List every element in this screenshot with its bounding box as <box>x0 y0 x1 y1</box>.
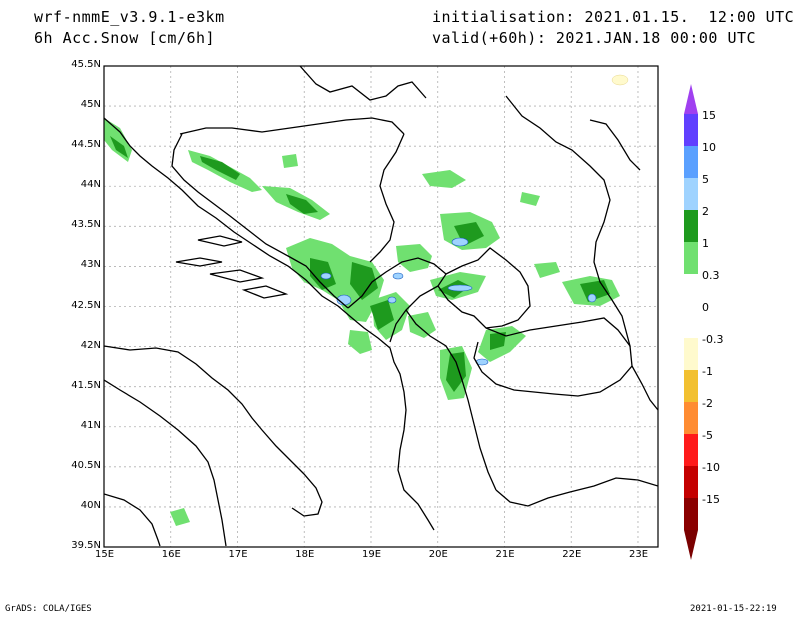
colorbar-segment <box>684 434 698 466</box>
lat-label: 41N <box>80 419 101 431</box>
colorbar-segment <box>684 306 698 338</box>
colorbar-segment <box>684 498 698 530</box>
colorbar-bottom-tip <box>684 530 698 560</box>
lat-label: 40.5N <box>71 459 101 471</box>
footer-right: 2021-01-15-22:19 <box>690 604 777 614</box>
colorbar-label: -0.3 <box>702 333 723 346</box>
lat-label: 43N <box>80 259 101 271</box>
lon-label: 16E <box>161 549 181 560</box>
colorbar: 15 10 5 2 1 0.3 0 -0.3 -1 -2 -5 -10 -15 <box>684 84 723 560</box>
colorbar-label: 10 <box>702 141 716 154</box>
lon-label: 21E <box>495 549 515 560</box>
variable-title: 6h Acc.Snow [cm/6h] <box>34 29 216 47</box>
model-title: wrf-nmmE_v3.9.1-e3km <box>34 8 225 26</box>
lat-label: 39.5N <box>71 540 101 551</box>
colorbar-segment <box>684 466 698 498</box>
snow-fields <box>104 74 629 526</box>
map-frame <box>103 65 659 548</box>
valid-time: valid(+60h): 2021.JAN.18 00:00 UTC <box>432 29 757 47</box>
colorbar-label: 0.3 <box>702 269 720 282</box>
colorbar-segment <box>684 146 698 178</box>
lon-label: 20E <box>428 549 448 560</box>
lon-label: 22E <box>562 549 582 560</box>
lat-label: 45N <box>80 99 101 111</box>
colorbar-label: 2 <box>702 205 709 218</box>
lat-label: 42.5N <box>71 299 101 311</box>
colorbar-label: 1 <box>702 237 709 250</box>
lat-label: 42N <box>80 339 101 351</box>
init-time: initialisation: 2021.01.15. 12:00 UTC <box>432 8 795 26</box>
lon-label: 15E <box>95 549 115 560</box>
lat-label: 44N <box>80 179 101 191</box>
coastlines-borders <box>104 66 658 547</box>
lat-label: 43.5N <box>71 219 101 231</box>
colorbar-segment <box>684 242 698 274</box>
lon-label: 18E <box>295 549 315 560</box>
colorbar-top-tip <box>684 84 698 114</box>
colorbar-label: -15 <box>702 493 720 506</box>
colorbar-segment <box>684 178 698 210</box>
lon-label: 17E <box>228 549 248 560</box>
lat-label: 44.5N <box>71 139 101 151</box>
colorbar-label: 5 <box>702 173 709 186</box>
colorbar-label: -1 <box>702 365 713 378</box>
lon-label: 23E <box>628 549 649 560</box>
colorbar-label: 15 <box>702 109 716 122</box>
colorbar-segment <box>684 210 698 242</box>
colorbar-label: 0 <box>702 301 709 314</box>
colorbar-segment <box>684 338 698 370</box>
lat-label: 41.5N <box>71 379 101 391</box>
lat-label: 40N <box>80 499 101 511</box>
colorbar-segment <box>684 370 698 402</box>
footer-left: GrADS: COLA/IGES <box>5 604 92 614</box>
lon-label: 19E <box>361 549 382 560</box>
colorbar-segment <box>684 402 698 434</box>
colorbar-label: -2 <box>702 397 713 410</box>
colorbar-segment <box>684 274 698 306</box>
colorbar-label: -5 <box>702 429 713 442</box>
lat-label: 45.5N <box>71 59 101 70</box>
colorbar-segment <box>684 114 698 146</box>
colorbar-label: -10 <box>702 461 720 474</box>
